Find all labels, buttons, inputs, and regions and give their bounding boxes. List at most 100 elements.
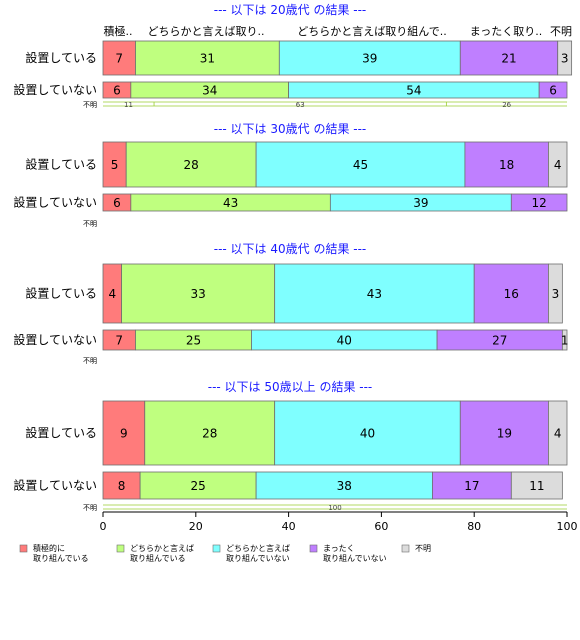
data-label: 3 [561, 52, 569, 66]
legend-label: 取り組んでいない [226, 553, 290, 563]
header-label: どちらかと言えば取り.. [148, 25, 265, 38]
data-label: 4 [108, 287, 116, 301]
data-label: 43 [367, 287, 382, 301]
bar-segment [102, 400, 146, 466]
data-label: 34 [202, 84, 217, 98]
row-label: 設置している [25, 425, 97, 440]
data-label: 7 [115, 334, 123, 348]
row-label: 設置していない [13, 332, 97, 347]
bar-segment [464, 141, 549, 188]
x-tick-label: 60 [374, 520, 388, 533]
header-label: どちらかと言えば取り組んで.. [297, 25, 446, 38]
panel-title: --- 以下は 20歳代 の結果 --- [214, 3, 367, 17]
data-label: 19 [497, 427, 512, 441]
data-label: 5 [111, 158, 119, 172]
base-count-label: 63 [296, 101, 305, 109]
legend-label: まったく [323, 544, 355, 553]
bar-segment [561, 329, 568, 351]
base-count-label: 100 [328, 504, 341, 512]
data-label: 3 [552, 287, 560, 301]
data-label: 27 [492, 334, 507, 348]
data-label: 25 [190, 479, 205, 493]
base-count-label: 11 [124, 101, 133, 109]
data-label: 39 [413, 196, 428, 210]
base-count-label: 26 [502, 101, 511, 109]
x-tick-label: 40 [282, 520, 296, 533]
data-label: 43 [223, 196, 238, 210]
bar-segment [125, 141, 257, 188]
header-label: まったく取り.. [470, 25, 543, 38]
bar-segment [548, 263, 563, 324]
header-label: 不明 [550, 25, 572, 38]
legend-label: 取り組んでいる [130, 553, 186, 563]
bar-segment [459, 400, 549, 466]
data-label: 33 [190, 287, 205, 301]
data-label: 18 [499, 158, 514, 172]
x-tick-label: 100 [557, 520, 578, 533]
panel-title: --- 以下は 40歳代 の結果 --- [214, 242, 367, 256]
bar-segment [255, 141, 466, 188]
bar-segment [473, 263, 549, 324]
data-label: 8 [118, 479, 126, 493]
data-label: 12 [532, 196, 547, 210]
legend-label: 不明 [415, 544, 431, 553]
data-label: 28 [202, 427, 217, 441]
data-label: 6 [113, 84, 121, 98]
data-label: 6 [113, 196, 121, 210]
x-tick-label: 80 [467, 520, 481, 533]
data-label: 40 [360, 427, 375, 441]
row-label: 設置している [25, 50, 97, 65]
row-label: 設置していない [13, 195, 97, 210]
legend-label: どちらかと言えば [226, 543, 290, 553]
data-label: 31 [200, 52, 215, 66]
row-label: 設置している [25, 157, 97, 172]
legend-swatch [116, 544, 125, 553]
bar-segment [432, 471, 512, 500]
data-label: 40 [337, 334, 352, 348]
data-label: 11 [529, 479, 544, 493]
row-label-small: 不明 [83, 357, 97, 365]
row-label-small: 不明 [83, 101, 97, 109]
data-label: 4 [554, 158, 562, 172]
bar-segment [548, 141, 568, 188]
data-label: 9 [120, 427, 128, 441]
bar-segment [548, 400, 568, 466]
bar-segment [102, 40, 136, 76]
data-label: 7 [115, 52, 123, 66]
bar-segment [510, 193, 568, 212]
bar-segment [557, 40, 573, 76]
panel-title: --- 以下は 50歳以上 の結果 --- [208, 380, 373, 394]
legend-swatch [401, 544, 410, 553]
bar-segment [121, 263, 276, 324]
data-label: 54 [406, 84, 421, 98]
bar-segment [144, 400, 276, 466]
row-label: 設置している [25, 286, 97, 301]
data-label: 16 [504, 287, 519, 301]
legend-label: 取り組んでいない [323, 553, 387, 563]
data-label: 38 [337, 479, 352, 493]
row-label: 設置していない [13, 82, 97, 97]
legend-swatch [309, 544, 318, 553]
data-label: 28 [184, 158, 199, 172]
legend-label: 積極的に [33, 543, 65, 553]
header-label: 積極.. [104, 24, 133, 38]
bar-segment [510, 471, 563, 500]
data-label: 25 [186, 334, 201, 348]
legend-swatch [212, 544, 221, 553]
data-label: 6 [549, 84, 557, 98]
bar-segment [278, 40, 461, 76]
data-label: 4 [554, 427, 562, 441]
data-label: 17 [464, 479, 479, 493]
data-label: 45 [353, 158, 368, 172]
bar-segment [274, 400, 461, 466]
row-label: 設置していない [13, 478, 97, 493]
legend-label: 取り組んでいる [33, 553, 89, 563]
legend-label: どちらかと言えば [130, 543, 194, 553]
bar-segment [102, 471, 141, 500]
row-label-small: 不明 [83, 504, 97, 512]
x-tick-label: 0 [100, 520, 107, 533]
panel-title: --- 以下は 30歳代 の結果 --- [214, 122, 367, 136]
bar-segment [139, 471, 257, 500]
bar-segment [135, 40, 280, 76]
